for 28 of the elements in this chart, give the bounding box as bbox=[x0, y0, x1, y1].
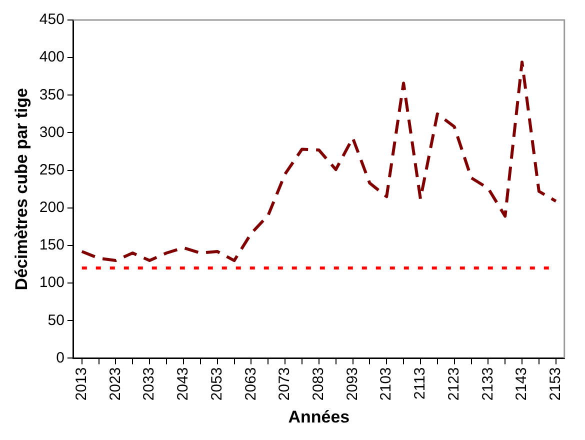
x-tick-label: 2073 bbox=[276, 367, 294, 401]
x-tick-label: 2133 bbox=[479, 367, 496, 401]
x-axis-title: Années bbox=[288, 407, 350, 426]
y-tick-label: 50 bbox=[48, 312, 64, 329]
y-tick-label: 300 bbox=[39, 124, 64, 141]
line-series bbox=[80, 60, 558, 262]
x-tick-label: 2153 bbox=[547, 367, 564, 401]
x-tick-label: 2013 bbox=[73, 367, 90, 401]
x-tick-label: 2093 bbox=[344, 367, 361, 401]
y-tick-label: 100 bbox=[39, 274, 64, 292]
y-tick-label: 0 bbox=[56, 349, 64, 366]
x-tick-label: 2123 bbox=[445, 367, 462, 401]
x-tick-label: 2083 bbox=[310, 367, 328, 401]
x-tick-label: 2053 bbox=[208, 367, 226, 401]
x-tick-label: 2103 bbox=[378, 367, 395, 401]
y-tick-label: 250 bbox=[39, 161, 64, 178]
x-tick-label: 2113 bbox=[412, 367, 429, 400]
x-tick-label: 2063 bbox=[242, 367, 260, 401]
y-tick-label: 450 bbox=[39, 11, 64, 28]
y-tick-label: 400 bbox=[39, 48, 64, 66]
y-tick-label: 350 bbox=[39, 86, 64, 104]
y-tick-label: 200 bbox=[39, 199, 64, 216]
x-tick-label: 2023 bbox=[106, 367, 124, 401]
x-tick-label: 2143 bbox=[513, 367, 530, 401]
x-tick-label: 2043 bbox=[174, 367, 192, 401]
x-tick-label: 2033 bbox=[140, 367, 158, 401]
y-axis-title: Décimètres cube par tige bbox=[12, 88, 31, 290]
y-tick-label: 150 bbox=[39, 236, 64, 254]
